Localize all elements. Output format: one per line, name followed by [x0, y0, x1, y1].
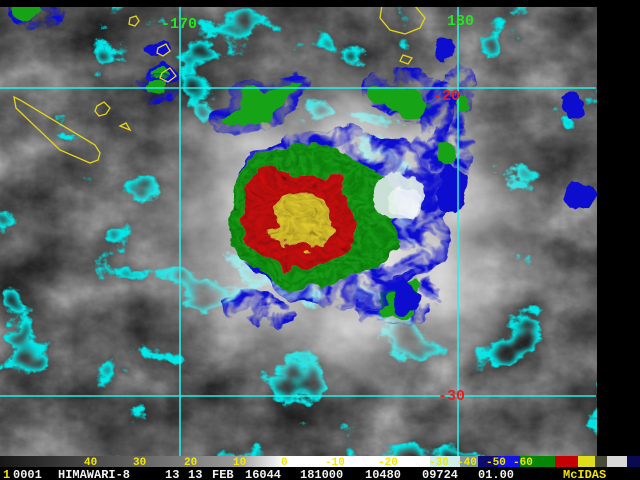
svg-text:16044: 16044: [245, 468, 281, 480]
svg-text:-60: -60: [513, 457, 533, 469]
svg-text:01.00: 01.00: [478, 468, 514, 480]
svg-text:HIMAWARI-8: HIMAWARI-8: [58, 468, 130, 480]
svg-text:10480: 10480: [365, 468, 401, 480]
svg-text:1: 1: [3, 468, 10, 480]
svg-text:13: 13: [188, 468, 202, 480]
svg-text:0001: 0001: [13, 468, 42, 480]
svg-text:30: 30: [133, 457, 146, 469]
svg-text:-40: -40: [457, 457, 477, 469]
svg-text:McIDAS: McIDAS: [563, 468, 606, 480]
svg-text:13: 13: [165, 468, 179, 480]
svg-text:0: 0: [281, 457, 288, 469]
svg-text:FEB: FEB: [212, 468, 234, 480]
svg-text:181000: 181000: [300, 468, 343, 480]
svg-text:09724: 09724: [422, 468, 458, 480]
